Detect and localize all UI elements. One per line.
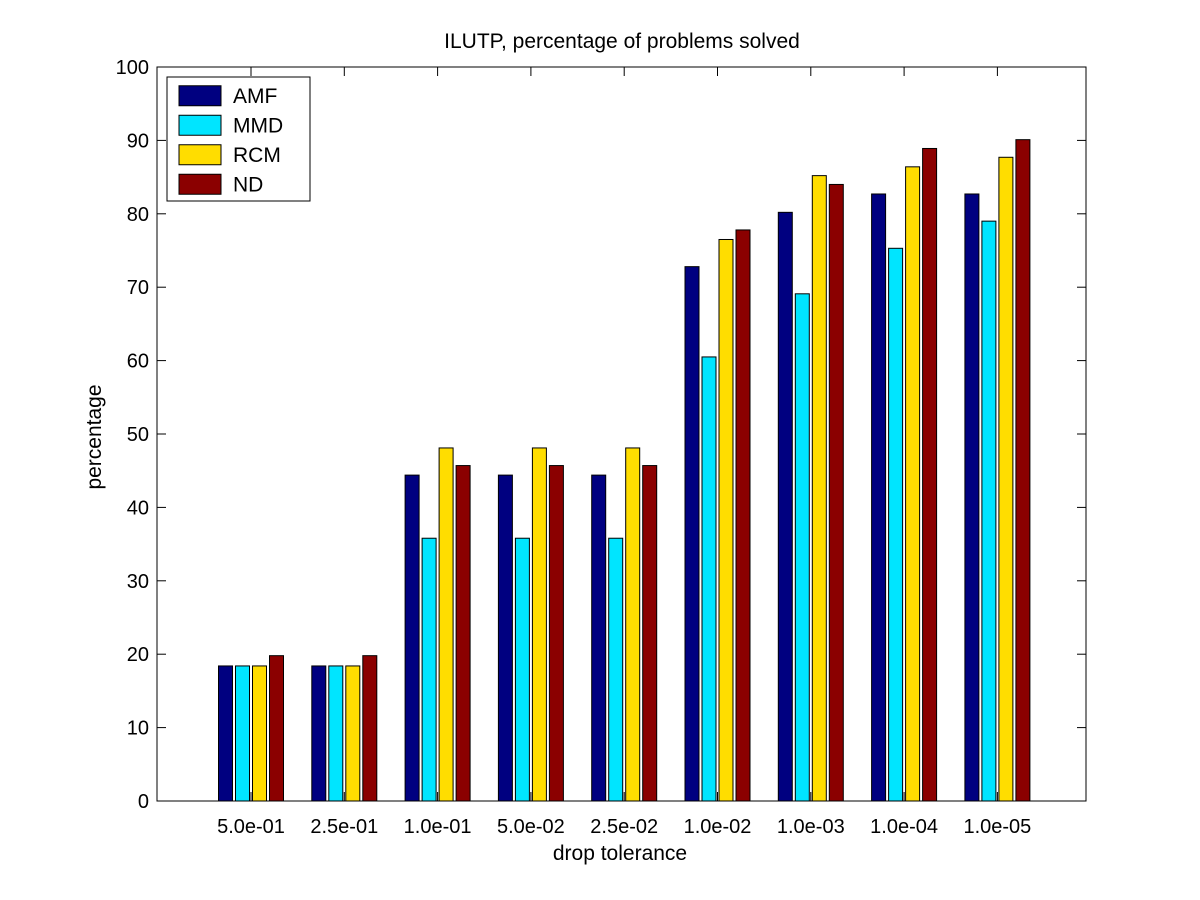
bar-nd [922, 147, 938, 802]
x-tick-label: 1.0e-03 [777, 816, 845, 838]
bar-nd [269, 655, 284, 802]
chart-title: ILUTP, percentage of problems solved [444, 30, 800, 53]
y-tick-label: 100 [116, 57, 149, 79]
y-tick-label: 70 [127, 277, 149, 299]
bar-nd [548, 465, 564, 802]
bar-nd [642, 465, 658, 802]
legend-swatch-nd [178, 173, 222, 195]
y-tick-label: 50 [127, 424, 149, 446]
bar-mmd [235, 665, 250, 802]
bar-rcm [905, 166, 921, 802]
bar-mmd [328, 665, 344, 802]
x-tick-label: 1.0e-02 [684, 816, 752, 838]
bar-rcm [625, 447, 641, 802]
bar-amf [871, 193, 887, 802]
y-tick-label: 60 [127, 351, 149, 373]
bar-rcm [718, 238, 734, 802]
bar-nd [455, 465, 471, 802]
bar-amf [777, 211, 793, 802]
y-tick-label: 80 [127, 204, 149, 226]
x-tick-label: 1.0e-05 [963, 816, 1031, 838]
y-tick-label: 10 [127, 718, 149, 740]
legend-swatch-amf [178, 85, 222, 107]
plot-area: 0 10 20 30 40 50 60 70 80 90 100 5.0e-01 2.5e-01 1.0e… [116, 57, 1087, 838]
bar-mmd [421, 537, 437, 802]
x-tick-label: 1.0e-01 [404, 816, 472, 838]
x-tick-label: 5.0e-01 [217, 816, 285, 838]
bar-amf [311, 665, 327, 802]
legend-swatch-mmd [178, 114, 222, 136]
legend-label-nd: ND [233, 173, 263, 196]
x-axis-label: drop tolerance [553, 842, 687, 865]
x-tick-label: 2.5e-01 [310, 816, 378, 838]
y-tick-label: 90 [127, 130, 149, 152]
bar-amf [684, 266, 700, 802]
bar-mmd [514, 537, 530, 802]
bar-mmd [888, 247, 904, 802]
bar-amf [404, 474, 420, 802]
y-tick-label: 20 [127, 644, 149, 666]
legend-label-mmd: MMD [233, 114, 283, 137]
x-tick-label: 2.5e-02 [590, 816, 658, 838]
bar-mmd [794, 293, 810, 802]
bar-rcm [811, 175, 827, 802]
bar-mmd [701, 356, 717, 802]
bar-rcm [531, 447, 547, 802]
y-axis-label: percentage [83, 384, 106, 489]
legend-label-amf: AMF [233, 85, 277, 108]
legend-label-rcm: RCM [233, 144, 281, 167]
bar-mmd [608, 537, 624, 802]
bar-mmd [981, 220, 997, 802]
bar-amf [591, 474, 607, 802]
bar-nd [1015, 139, 1031, 802]
y-tick-label: 40 [127, 497, 149, 519]
y-tick-label: 30 [127, 571, 149, 593]
legend-swatch-rcm [178, 144, 222, 166]
bar-amf [218, 665, 233, 802]
bar-amf [964, 193, 980, 802]
x-tick-label: 1.0e-04 [870, 816, 938, 838]
bar-rcm [252, 665, 267, 802]
bar-rcm [438, 447, 454, 802]
bar-rcm [345, 665, 361, 802]
bar-amf [497, 474, 513, 802]
bar-nd [735, 229, 751, 802]
bar-nd [828, 183, 844, 802]
x-tick-label: 5.0e-02 [497, 816, 565, 838]
bar-nd [362, 655, 378, 802]
y-tick-label: 0 [138, 791, 149, 813]
legend: AMF MMD RCM ND [166, 76, 311, 202]
bar-rcm [998, 156, 1014, 802]
